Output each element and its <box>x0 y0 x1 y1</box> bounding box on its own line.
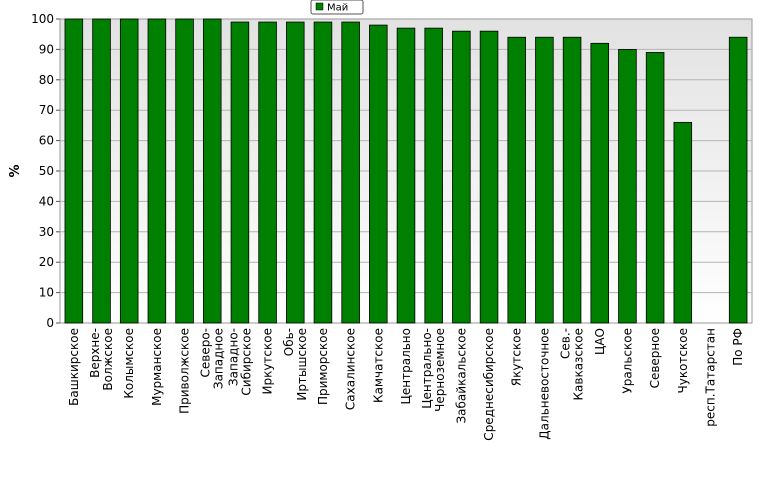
legend-label: Май <box>327 3 348 14</box>
y-tick-label: 20 <box>39 255 54 269</box>
bar <box>507 36 526 324</box>
x-tick-label: Сев.-Кавказское <box>559 328 586 401</box>
bar <box>618 49 637 324</box>
bar <box>313 21 333 324</box>
x-tick-label: Колымское <box>122 328 136 399</box>
bar <box>202 18 222 324</box>
legend: Май <box>310 0 364 15</box>
y-tick-label: 60 <box>39 134 54 148</box>
x-tick-label: Иркутское <box>261 328 275 395</box>
y-tick-label: 40 <box>39 194 54 208</box>
bar <box>92 18 111 324</box>
bars <box>64 18 748 324</box>
x-tick-label: Сахалинское <box>344 328 358 410</box>
y-tick-label: 30 <box>39 225 54 239</box>
bar <box>396 27 416 324</box>
x-tick-label: Забайкальское <box>454 328 468 424</box>
x-tick-label: Камчатское <box>371 328 385 403</box>
x-tick-label: Якутское <box>510 328 524 386</box>
bar <box>119 18 139 324</box>
legend-box <box>310 0 364 15</box>
y-tick-label: 50 <box>39 164 54 178</box>
x-tick-label: Верхне-Волжское <box>88 328 115 391</box>
x-tick-label: Центрально-Черноземное <box>420 328 447 412</box>
x-tick-label: Дальневосточное <box>537 328 551 440</box>
x-tick-label: Уральское <box>620 328 634 394</box>
bar <box>452 30 471 324</box>
bar <box>645 52 665 324</box>
bar <box>175 18 194 324</box>
x-tick-label: Западно-Сибирское <box>226 328 253 396</box>
x-tick-label: Северное <box>648 328 662 388</box>
x-tick-label: Башкирское <box>67 328 81 406</box>
bar <box>673 121 693 324</box>
y-tick-label: 100 <box>31 12 54 26</box>
x-tick-label: Центрально <box>399 328 413 404</box>
x-tick-label: Приморское <box>316 328 330 405</box>
x-tick-label: По РФ <box>731 328 745 366</box>
bar <box>728 36 748 324</box>
x-tick-labels: Башкирское Верхне-Волжское Колымское Мурман… <box>67 328 745 441</box>
y-tick-label: 70 <box>39 103 54 117</box>
bar <box>369 24 388 324</box>
y-axis-label: % <box>8 164 23 177</box>
y-tick-labels: 0 10 20 30 40 50 60 70 80 90 100 <box>31 12 60 330</box>
x-tick-label: Среднесибирское <box>482 328 496 441</box>
bar <box>230 21 250 324</box>
legend-swatch <box>315 2 324 11</box>
y-tick-label: 0 <box>46 316 54 330</box>
y-tick-label: 80 <box>39 73 54 87</box>
x-tick-label: Обь-Иртышское <box>282 328 309 401</box>
bar <box>424 27 443 324</box>
y-tick-label: 10 <box>39 286 54 300</box>
bar <box>590 42 610 324</box>
bar <box>258 21 277 324</box>
x-tick-label: ЦАО <box>593 328 607 355</box>
bar <box>479 30 499 324</box>
bar <box>562 36 582 324</box>
bar <box>286 21 305 324</box>
x-tick-label: Северо-Западное <box>199 328 226 389</box>
bar <box>147 18 167 324</box>
x-tick-label: Приволжское <box>178 328 192 414</box>
bar <box>341 21 360 324</box>
bar <box>64 18 84 324</box>
x-tick-label: Чукотское <box>676 328 690 393</box>
y-tick-label: 90 <box>39 42 54 56</box>
x-tick-label: Мурманское <box>150 328 164 406</box>
bar <box>535 36 554 324</box>
x-tick-label: респ.Татарстан <box>703 328 717 427</box>
